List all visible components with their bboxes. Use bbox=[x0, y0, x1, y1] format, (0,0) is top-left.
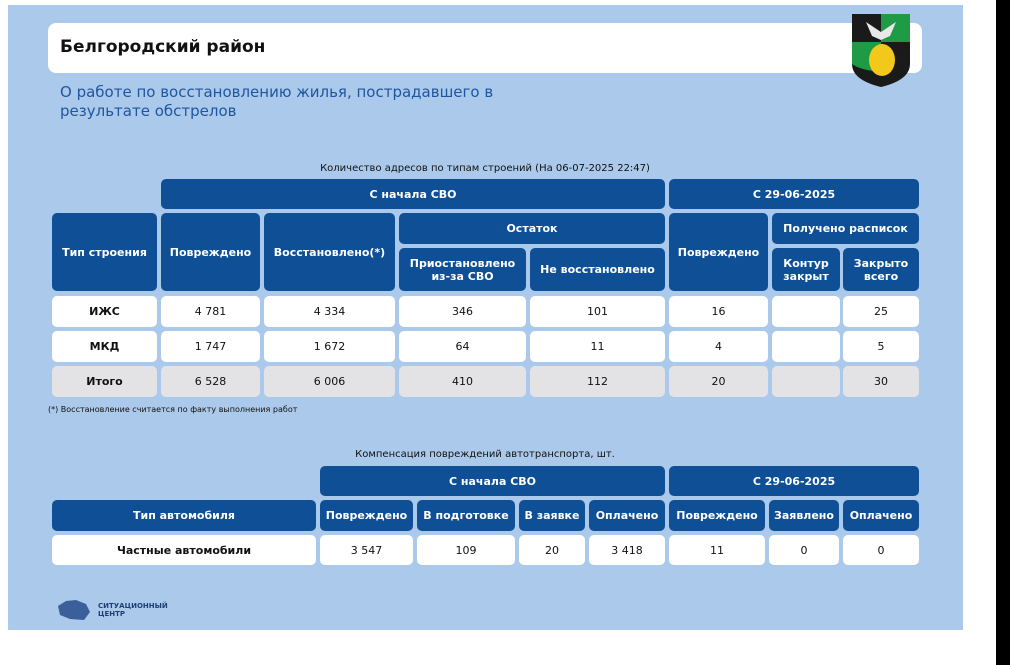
veh-col-applied: В заявке bbox=[519, 500, 585, 531]
veh-cell-applied: 20 bbox=[519, 535, 585, 565]
situation-center-logo: СИТУАЦИОННЫЙ ЦЕНТР bbox=[56, 598, 168, 622]
housing-cell-damaged2: 16 bbox=[669, 296, 768, 327]
housing-cell-closed: 25 bbox=[843, 296, 919, 327]
col-damaged: Повреждено bbox=[161, 213, 260, 291]
veh-cell-preparing: 109 bbox=[417, 535, 515, 565]
veh-cell-damaged: 3 547 bbox=[320, 535, 413, 565]
logo-text-2: ЦЕНТР bbox=[98, 610, 126, 618]
housing-cell-not_restored: 11 bbox=[530, 331, 665, 362]
footnote: (*) Восстановление считается по факту вы… bbox=[48, 405, 298, 414]
housing-cell-damaged2: 4 bbox=[669, 331, 768, 362]
housing-cell-suspended: 64 bbox=[399, 331, 526, 362]
coat-of-arms-icon bbox=[852, 14, 910, 87]
housing-cell-type: МКД bbox=[52, 331, 157, 362]
veh-group-since-svo: С начала СВО bbox=[320, 466, 665, 496]
col-damaged-recent: Повреждено bbox=[669, 213, 768, 291]
housing-cell-damaged: 1 747 bbox=[161, 331, 260, 362]
group-since-svo: С начала СВО bbox=[161, 179, 665, 209]
region-map-icon bbox=[58, 600, 90, 620]
col-receipts: Получено расписок bbox=[772, 213, 919, 244]
housing-cell-contour bbox=[772, 296, 840, 327]
veh-cell-paid-recent: 0 bbox=[843, 535, 919, 565]
veh-col-declared: Заявлено bbox=[769, 500, 839, 531]
group-since-date: С 29-06-2025 bbox=[669, 179, 919, 209]
housing-cell-closed: 30 bbox=[843, 366, 919, 397]
col-not-restored: Не восстановлено bbox=[530, 248, 665, 291]
veh-col-preparing: В подготовке bbox=[417, 500, 515, 531]
veh-col-damaged-recent: Повреждено bbox=[669, 500, 765, 531]
housing-cell-suspended: 346 bbox=[399, 296, 526, 327]
col-contour: Контур закрыт bbox=[772, 248, 840, 291]
housing-cell-contour bbox=[772, 331, 840, 362]
housing-cell-restored: 1 672 bbox=[264, 331, 395, 362]
page-subtitle: О работе по восстановлению жилья, постра… bbox=[60, 83, 494, 120]
veh-cell-damaged-recent: 11 bbox=[669, 535, 765, 565]
col-type: Тип строения bbox=[52, 213, 157, 291]
col-closed: Закрыто всего bbox=[843, 248, 919, 291]
veh-cell-declared: 0 bbox=[769, 535, 839, 565]
housing-cell-damaged: 4 781 bbox=[161, 296, 260, 327]
col-restored: Восстановлено(*) bbox=[264, 213, 395, 291]
col-remaining: Остаток bbox=[399, 213, 665, 244]
housing-cell-not_restored: 101 bbox=[530, 296, 665, 327]
veh-cell-paid: 3 418 bbox=[589, 535, 665, 565]
logo-text-1: СИТУАЦИОННЫЙ bbox=[98, 602, 168, 610]
vehicles-caption: Компенсация повреждений автотранспорта, … bbox=[355, 449, 615, 460]
housing-cell-type: Итого bbox=[52, 366, 157, 397]
housing-cell-damaged: 6 528 bbox=[161, 366, 260, 397]
housing-cell-suspended: 410 bbox=[399, 366, 526, 397]
housing-cell-contour bbox=[772, 366, 840, 397]
housing-cell-closed: 5 bbox=[843, 331, 919, 362]
housing-cell-type: ИЖС bbox=[52, 296, 157, 327]
veh-col-paid-recent: Оплачено bbox=[843, 500, 919, 531]
housing-caption: Количество адресов по типам строений (На… bbox=[320, 163, 650, 174]
col-suspended: Приостановлено из-за СВО bbox=[399, 248, 526, 291]
housing-cell-damaged2: 20 bbox=[669, 366, 768, 397]
housing-cell-restored: 4 334 bbox=[264, 296, 395, 327]
housing-cell-not_restored: 112 bbox=[530, 366, 665, 397]
window-edge bbox=[996, 0, 1010, 665]
veh-col-damaged: Повреждено bbox=[320, 500, 413, 531]
veh-group-since-date: С 29-06-2025 bbox=[669, 466, 919, 496]
page-title: Белгородский район bbox=[60, 37, 266, 57]
veh-col-type: Тип автомобиля bbox=[52, 500, 316, 531]
title-box bbox=[48, 23, 922, 73]
veh-cell-type: Частные автомобили bbox=[52, 535, 316, 565]
veh-col-paid: Оплачено bbox=[589, 500, 665, 531]
housing-cell-restored: 6 006 bbox=[264, 366, 395, 397]
